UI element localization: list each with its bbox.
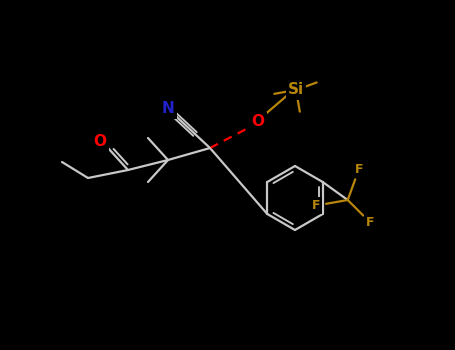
Text: F: F [366,216,374,229]
Text: O: O [93,133,106,148]
Text: O: O [252,114,264,130]
Text: F: F [354,163,363,176]
Text: N: N [162,101,174,116]
Text: Si: Si [288,83,304,98]
Text: F: F [312,199,320,212]
